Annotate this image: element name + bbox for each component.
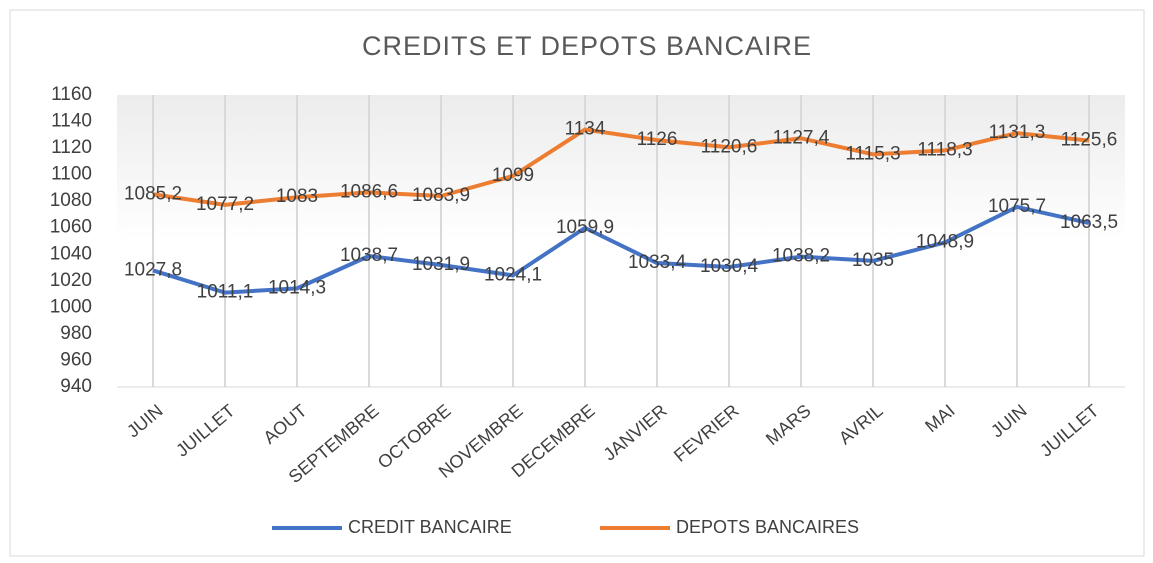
data-label: 1077,2 <box>196 194 254 215</box>
data-label: 1014,3 <box>268 277 326 298</box>
y-tick-label: 1120 <box>51 137 92 158</box>
line-series <box>152 204 1090 295</box>
y-tick-label: 980 <box>60 323 92 344</box>
y-tick-label: 1080 <box>50 190 92 211</box>
y-tick-label: 1020 <box>50 270 92 291</box>
data-label: 1030,4 <box>700 256 759 277</box>
y-tick-label: 1100 <box>51 164 92 185</box>
data-label: 1083,9 <box>412 185 470 206</box>
data-label: 1118,3 <box>917 139 972 160</box>
data-label: 1134 <box>565 119 606 140</box>
data-label: 1038,7 <box>340 245 398 266</box>
data-label: 1083 <box>276 186 318 207</box>
data-label: 1048,9 <box>916 231 974 252</box>
data-label: 1031,9 <box>412 254 470 275</box>
data-label: 1075,7 <box>988 196 1046 217</box>
data-label: 1115,3 <box>845 143 900 164</box>
data-label: 1035 <box>852 250 894 271</box>
data-label: 1131,3 <box>989 122 1046 143</box>
data-label: 1059,9 <box>556 217 614 238</box>
y-tick-label: 940 <box>60 376 92 397</box>
data-label: 1027,8 <box>124 259 182 280</box>
data-label: 1085,2 <box>124 183 182 204</box>
data-label: 1127,4 <box>773 127 830 148</box>
y-tick-label: 1040 <box>50 243 92 264</box>
data-label: 1126 <box>637 129 678 150</box>
legend-label: CREDIT BANCAIRE <box>348 517 512 537</box>
y-tick-label: 1140 <box>51 111 92 132</box>
data-label: 1011,1 <box>197 282 254 303</box>
y-tick-label: 960 <box>60 349 92 370</box>
data-label: 1024,1 <box>484 264 542 285</box>
data-label: 1086,6 <box>340 181 398 202</box>
legend-label: DEPOTS BANCAIRES <box>676 517 859 537</box>
plot-area <box>117 95 1125 387</box>
y-tick-label: 1060 <box>50 217 92 238</box>
data-label: 1125,6 <box>1061 130 1118 151</box>
y-tick-label: 1160 <box>51 84 92 105</box>
y-tick-label: 1000 <box>50 296 92 317</box>
data-label: 1120,6 <box>701 136 758 157</box>
data-label: 1099 <box>492 165 534 186</box>
chart-title: CREDITS ET DEPOTS BANCAIRE <box>362 31 812 61</box>
data-label: 1038,2 <box>772 246 830 267</box>
line-series <box>152 127 1090 207</box>
data-label: 1063,5 <box>1060 212 1118 233</box>
data-label: 1033,4 <box>628 252 687 273</box>
